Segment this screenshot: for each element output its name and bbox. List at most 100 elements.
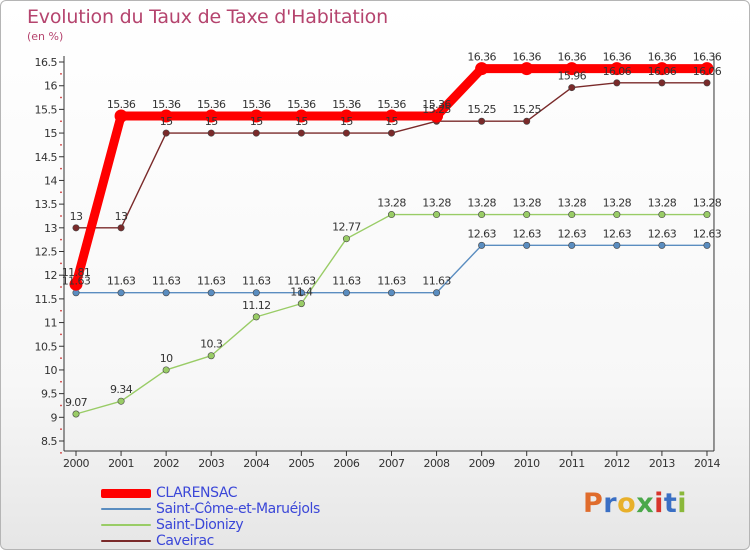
y-tick-label: 12 xyxy=(44,269,57,282)
data-point xyxy=(297,129,305,137)
y-tick-label: 10.5 xyxy=(35,340,58,353)
data-label: 11.63 xyxy=(197,275,226,288)
data-label: 15.36 xyxy=(107,98,136,111)
y-minor-dot xyxy=(60,120,62,123)
y-minor-dot xyxy=(60,238,62,241)
y-tick-label: 9 xyxy=(51,411,58,424)
data-label: 11.63 xyxy=(377,275,406,288)
data-point xyxy=(162,289,170,297)
data-point xyxy=(523,211,531,219)
data-point xyxy=(613,211,621,219)
data-point xyxy=(294,109,308,123)
data-label: 16.36 xyxy=(467,51,496,64)
chart-title: Evolution du Taux de Taxe d'Habitation xyxy=(27,6,388,28)
data-point xyxy=(520,62,534,76)
data-point xyxy=(613,241,621,249)
data-label: 11.63 xyxy=(107,275,136,288)
legend-swatch-saint-dionizy xyxy=(101,524,151,526)
y-tick-label: 11 xyxy=(44,317,57,330)
data-label: 11.63 xyxy=(332,275,361,288)
data-point xyxy=(387,211,395,219)
data-label: 15 xyxy=(160,115,173,128)
data-label: 13.28 xyxy=(467,197,496,210)
data-label: 12.63 xyxy=(603,227,632,240)
data-point xyxy=(252,129,260,137)
data-point xyxy=(703,241,711,249)
data-point xyxy=(252,289,260,297)
data-label: 15 xyxy=(385,115,398,128)
data-point xyxy=(342,129,350,137)
y-minor-dot xyxy=(60,144,62,146)
data-point xyxy=(204,109,218,123)
x-tick-label: 2007 xyxy=(378,457,404,470)
data-label: 15.36 xyxy=(242,98,271,111)
legend-label-clarensac: CLARENSAC xyxy=(156,485,238,501)
y-tick-label: 15.5 xyxy=(35,103,58,116)
y-minor-dot xyxy=(60,167,62,170)
legend-item-saint-come: Saint-Côme-et-Maruéjols xyxy=(101,501,320,517)
y-minor-dot xyxy=(60,286,62,288)
data-label: 15 xyxy=(340,115,353,128)
y-tick-label: 11.5 xyxy=(35,293,58,306)
data-point xyxy=(207,129,215,137)
legend-label-saint-dionizy: Saint-Dionizy xyxy=(156,517,244,533)
x-tick-label: 2003 xyxy=(198,457,224,470)
y-tick-label: 12.5 xyxy=(35,246,58,259)
x-tick-label: 2002 xyxy=(153,457,179,470)
data-point xyxy=(117,289,125,297)
logo-letter: i xyxy=(654,488,664,519)
data-point xyxy=(72,410,80,418)
x-tick-label: 2004 xyxy=(243,457,269,470)
x-tick-label: 2006 xyxy=(333,457,359,470)
data-point xyxy=(700,62,714,76)
data-label: 12.63 xyxy=(512,227,541,240)
data-label: 9.34 xyxy=(110,383,133,396)
data-label: 11.12 xyxy=(242,299,271,312)
data-label: 11.63 xyxy=(152,275,181,288)
data-point xyxy=(610,62,624,76)
data-point xyxy=(387,129,395,137)
y-tick-label: 9.5 xyxy=(41,388,57,401)
data-label: 13.28 xyxy=(603,197,632,210)
data-label: 13 xyxy=(70,210,83,223)
y-minor-dot xyxy=(60,451,62,454)
data-label: 11.63 xyxy=(422,275,451,288)
data-point xyxy=(613,79,621,87)
data-point xyxy=(433,211,441,219)
data-label: 11.81 xyxy=(62,266,91,279)
legend-swatch-clarensac xyxy=(101,489,151,498)
x-tick-label: 2011 xyxy=(559,457,585,470)
data-label: 10 xyxy=(160,352,173,365)
data-label: 15.96 xyxy=(558,70,587,83)
data-label: 11.4 xyxy=(290,286,313,299)
data-label: 10.3 xyxy=(200,338,223,351)
y-tick-label: 15 xyxy=(44,127,57,140)
data-label: 15.36 xyxy=(152,98,181,111)
data-point xyxy=(658,79,666,87)
y-tick-label: 10 xyxy=(44,364,57,377)
data-point xyxy=(658,211,666,219)
data-label: 12.63 xyxy=(558,227,587,240)
legend-item-saint-dionizy: Saint-Dionizy xyxy=(101,517,320,533)
data-label: 15.36 xyxy=(332,98,361,111)
data-point xyxy=(117,397,125,405)
data-point xyxy=(658,241,666,249)
data-label: 15.36 xyxy=(377,98,406,111)
data-point xyxy=(297,300,305,308)
logo-letter: i xyxy=(677,488,688,519)
data-label: 13.28 xyxy=(693,197,722,210)
legend: CLARENSAC Saint-Côme-et-Maruéjols Saint-… xyxy=(101,485,320,549)
y-tick-label: 13 xyxy=(44,222,57,235)
logo-letter: t xyxy=(663,488,678,519)
data-label: 12.63 xyxy=(648,227,677,240)
data-point xyxy=(69,277,83,291)
data-label: 13 xyxy=(115,210,128,223)
data-point xyxy=(523,117,531,125)
data-point xyxy=(430,109,444,123)
legend-swatch-caveirac xyxy=(101,540,151,542)
y-tick-label: 14 xyxy=(44,174,57,187)
data-label: 11.63 xyxy=(62,275,91,288)
data-point xyxy=(387,289,395,297)
y-minor-dot xyxy=(60,262,62,265)
